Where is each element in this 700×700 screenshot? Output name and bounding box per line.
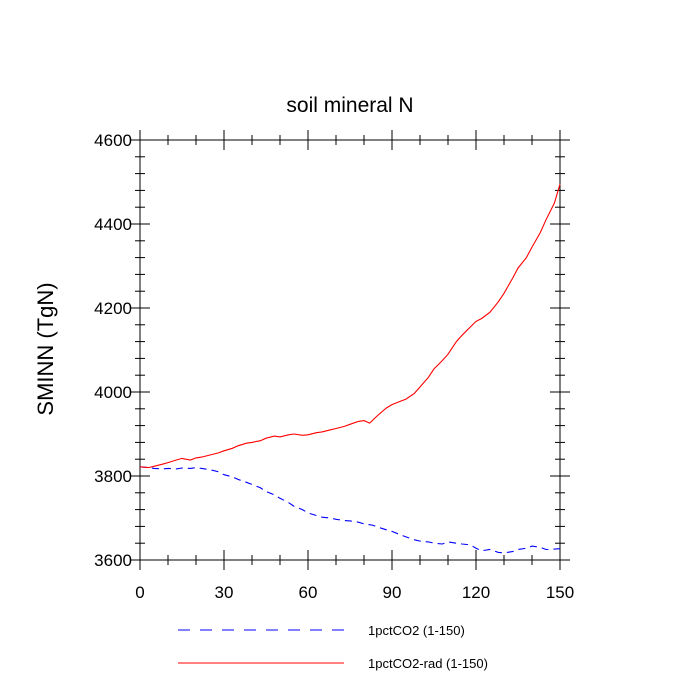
- legend-label: 1pctCO2 (1-150): [368, 623, 465, 638]
- axis-ticks: [130, 130, 570, 570]
- y-tick-label: 3800: [94, 467, 132, 486]
- plot-frame: [139, 139, 561, 561]
- x-tick-label: 90: [383, 583, 402, 602]
- x-tick-label: 60: [299, 583, 318, 602]
- x-tick-label: 30: [215, 583, 234, 602]
- series-lines: [139, 183, 561, 554]
- legend-label: 1pctCO2-rad (1-150): [368, 656, 488, 671]
- series-line: [139, 183, 561, 469]
- y-tick-label: 4000: [94, 383, 132, 402]
- series-line: [139, 466, 561, 554]
- y-axis-label: SMINN (TgN): [33, 282, 58, 415]
- y-tick-label: 4600: [94, 131, 132, 150]
- chart-title: soil mineral N: [286, 94, 413, 117]
- y-tick-label: 3600: [94, 551, 132, 570]
- legend: 1pctCO2 (1-150) 1pctCO2-rad (1-150): [178, 623, 488, 671]
- y-tick-label: 4200: [94, 299, 132, 318]
- x-tick-label: 120: [462, 583, 490, 602]
- axis-tick-labels: 0 30 60 90 120 150 3600 3800 4000 4200 4400 4600: [94, 131, 574, 602]
- x-tick-label: 0: [135, 583, 144, 602]
- x-tick-label: 150: [546, 583, 574, 602]
- y-tick-label: 4400: [94, 215, 132, 234]
